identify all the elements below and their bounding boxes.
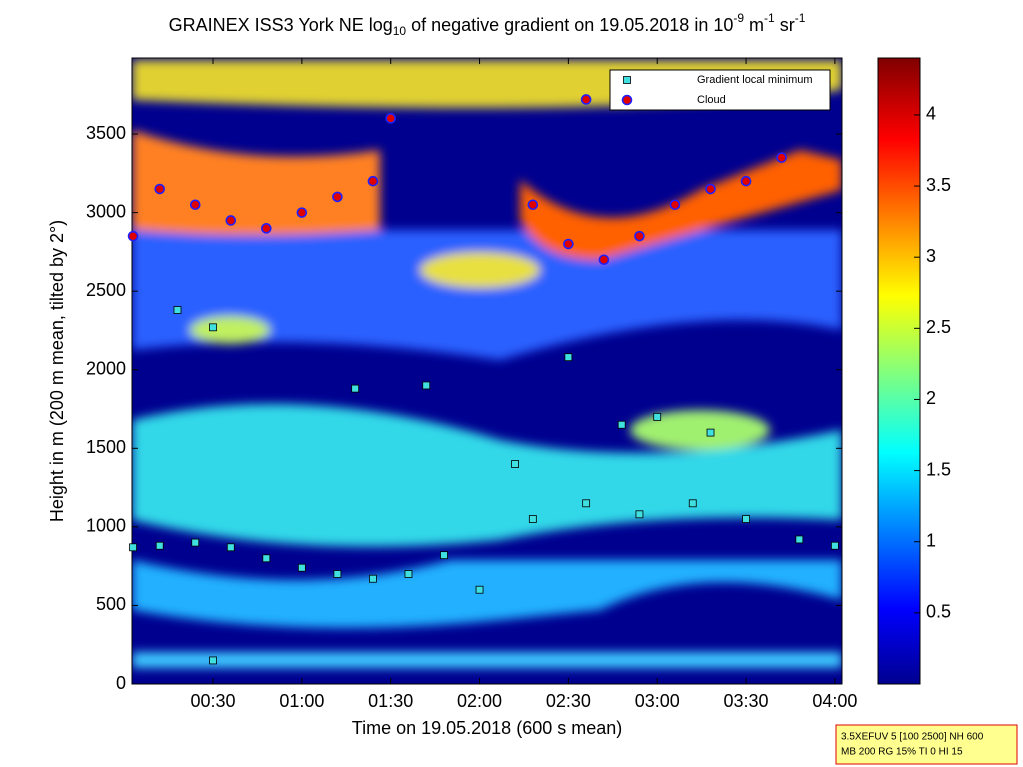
- marker: [440, 551, 448, 560]
- marker: [669, 199, 681, 211]
- y-tick-label: 500: [96, 594, 126, 614]
- marker: [527, 199, 539, 211]
- marker: [706, 428, 715, 437]
- colorbar-tick-label: 3.5: [926, 175, 951, 195]
- y-tick-label: 3000: [86, 201, 126, 221]
- marker: [634, 230, 645, 242]
- y-tick-label: 1000: [86, 516, 126, 536]
- marker: [582, 499, 591, 508]
- plot-frame: [131, 57, 843, 685]
- title-part: -1: [764, 11, 775, 25]
- colorbar: [877, 57, 921, 685]
- marker: [742, 515, 750, 523]
- y-tick-label: 3500: [86, 123, 126, 143]
- marker: [154, 183, 166, 195]
- legend: [609, 69, 831, 111]
- heatmap: [132, 58, 842, 684]
- marker: [226, 543, 235, 552]
- marker: [385, 113, 396, 124]
- x-tick-label: 04:00: [812, 691, 857, 711]
- marker: [127, 230, 139, 242]
- marker: [209, 656, 217, 665]
- marker: [422, 381, 431, 390]
- marker: [332, 191, 343, 203]
- legend-marker: [623, 76, 631, 84]
- y-tick-label: 2000: [86, 358, 126, 378]
- marker: [189, 199, 201, 211]
- marker: [209, 323, 217, 332]
- chart-title: GRAINEX ISS3 York NE log10 of negative g…: [169, 11, 806, 38]
- marker: [333, 570, 342, 578]
- x-tick-label: 02:00: [457, 691, 502, 711]
- marker: [225, 215, 237, 226]
- marker: [297, 563, 306, 572]
- colorbar-tick-label: 2.5: [926, 317, 951, 337]
- marker: [262, 554, 271, 563]
- title-part: 10: [393, 24, 407, 38]
- marker: [528, 515, 537, 523]
- legend-label: Gradient local minimum: [697, 74, 813, 86]
- marker: [580, 94, 592, 105]
- marker: [511, 460, 519, 468]
- y-tick-label: 0: [116, 673, 126, 693]
- marker: [635, 510, 644, 519]
- x-tick-label: 01:30: [368, 691, 413, 711]
- marker: [404, 570, 413, 578]
- marker: [155, 541, 164, 550]
- marker: [296, 207, 308, 218]
- marker: [776, 152, 787, 163]
- title-part: GRAINEX ISS3 York NE log: [169, 15, 393, 35]
- marker: [173, 306, 182, 314]
- title-part: -9: [733, 11, 744, 25]
- x-tick-label: 03:00: [635, 691, 680, 711]
- marker: [617, 420, 626, 429]
- marker: [563, 238, 574, 250]
- title-part: m: [744, 15, 764, 35]
- marker: [129, 543, 137, 552]
- marker: [830, 541, 839, 550]
- marker: [653, 412, 662, 421]
- marker: [191, 538, 200, 547]
- title-part: sr: [775, 15, 795, 35]
- colorbar-tick-label: 4: [926, 104, 936, 124]
- x-axis-label: Time on 19.05.2018 (600 s mean): [352, 718, 623, 738]
- marker: [367, 175, 379, 187]
- colorbar-tick-label: 2: [926, 388, 936, 408]
- marker: [598, 254, 610, 266]
- info-text: MB 200 RG 15% TI 0 HI 15: [841, 747, 963, 758]
- colorbar-tick-label: 0.5: [926, 602, 951, 622]
- x-tick-label: 03:30: [724, 691, 769, 711]
- marker: [564, 353, 573, 362]
- marker: [705, 183, 716, 195]
- x-tick-label: 02:30: [546, 691, 591, 711]
- colorbar-tick-label: 1.5: [926, 459, 951, 479]
- x-tick-label: 01:00: [279, 691, 324, 711]
- y-tick-label: 1500: [86, 437, 126, 457]
- legend-label: Cloud: [697, 94, 726, 106]
- marker: [351, 384, 360, 393]
- y-tick-label: 2500: [86, 280, 126, 300]
- y-axis-label: Height in m (200 m mean, tilted by 2°): [47, 220, 67, 522]
- colorbar-tick-label: 3: [926, 246, 936, 266]
- marker: [740, 175, 752, 187]
- legend-marker: [621, 94, 633, 106]
- x-tick-label: 00:30: [190, 691, 235, 711]
- info-box: [835, 724, 1018, 765]
- marker: [261, 223, 272, 234]
- title-part: of negative gradient on 19.05.2018 in 10: [406, 15, 733, 35]
- colorbar-tick-label: 1: [926, 530, 936, 550]
- marker: [475, 585, 484, 594]
- marker: [369, 574, 377, 583]
- marker: [795, 535, 804, 544]
- marker: [688, 499, 697, 508]
- info-text: 3.5XEFUV 5 [100 2500] NH 600: [841, 732, 984, 743]
- title-part: -1: [795, 11, 806, 25]
